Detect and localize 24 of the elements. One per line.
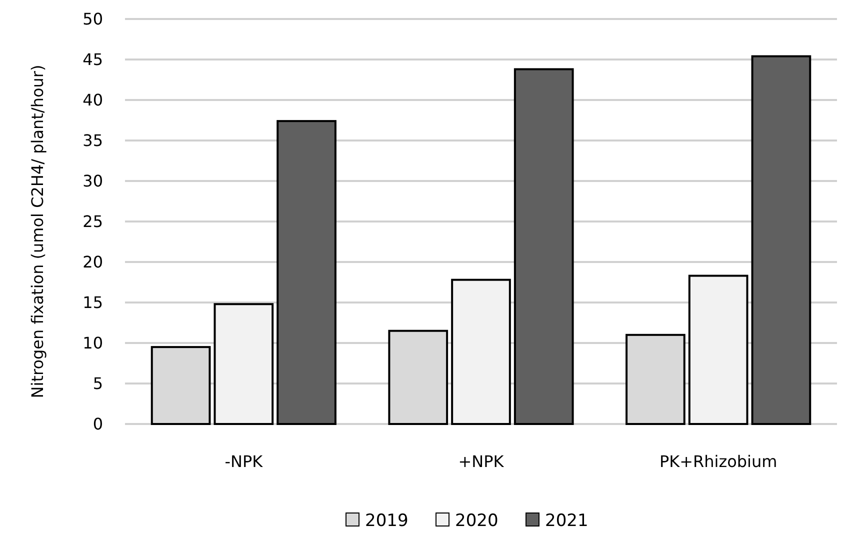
y-tick-label: 15: [82, 293, 103, 312]
y-tick-label: 5: [92, 374, 103, 394]
bar: [514, 68, 574, 425]
y-axis-title: Nitrogen fixation (umol C2H4/ plant/hour): [28, 64, 47, 398]
x-tick-label: PK+Rhizobium: [659, 452, 778, 471]
x-tick-label: -NPK: [224, 452, 264, 471]
bar: [214, 303, 274, 425]
bar: [751, 55, 812, 425]
bar: [276, 120, 336, 425]
y-tick-label: 10: [82, 334, 103, 353]
y-tick-label: 50: [82, 10, 103, 29]
y-tick-label: 30: [82, 172, 103, 191]
y-tick-label: 20: [82, 252, 103, 272]
y-tick-label: 25: [82, 212, 103, 232]
bar: [688, 274, 748, 425]
y-tick-label: 0: [92, 414, 103, 434]
legend-label: 2020: [455, 511, 498, 531]
y-tick-label: 40: [82, 90, 103, 110]
bar: [451, 278, 511, 425]
legend-label: 2019: [365, 511, 408, 531]
legend-label: 2021: [545, 511, 588, 531]
x-tick-label: +NPK: [458, 452, 504, 471]
y-tick-label: 35: [82, 131, 103, 150]
y-tick-label: 45: [82, 50, 103, 70]
